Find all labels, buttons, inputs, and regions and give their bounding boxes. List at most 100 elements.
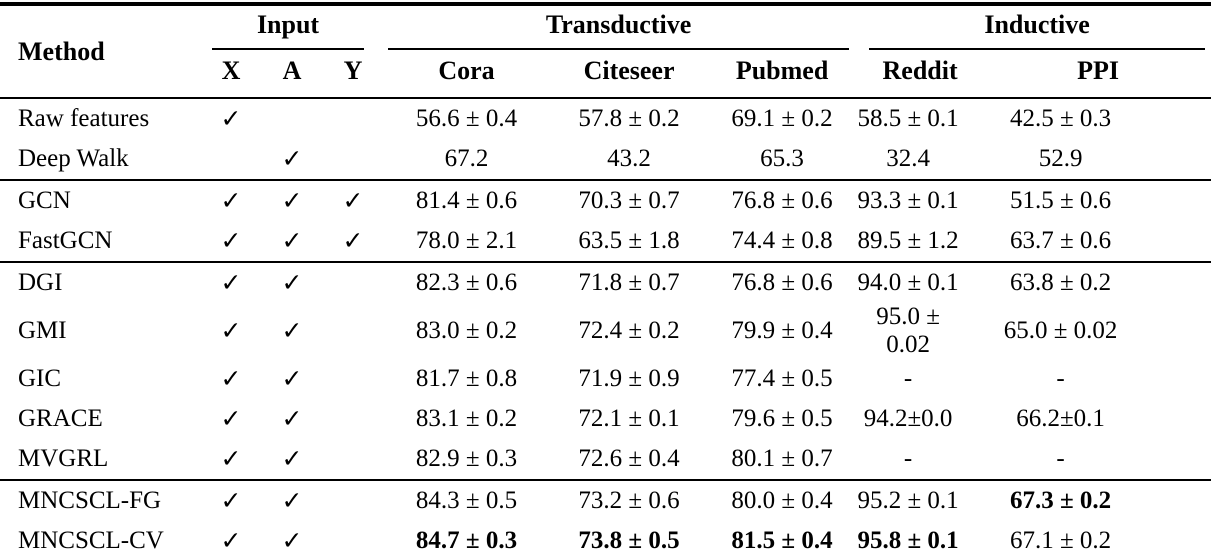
cell-reddit: 93.3 ± 0.1 <box>855 179 986 221</box>
col-header-citeseer: Citeseer <box>549 50 710 99</box>
cell-method: GIC <box>18 365 62 392</box>
table-row-dgi: DGI ✓ ✓ 82.3 ± 0.6 71.8 ± 0.7 76.8 ± 0.6… <box>0 261 1211 303</box>
cell-method: GMI <box>18 317 67 344</box>
col-group-transductive: Transductive <box>384 4 855 50</box>
cell-ppi: 65.0 ± 0.02 <box>1003 317 1118 344</box>
cell-citeseer: 71.9 ± 0.9 <box>578 365 680 392</box>
col-group-inductive: Inductive <box>855 4 1211 50</box>
cell-ppi: 42.5 ± 0.3 <box>1009 105 1112 132</box>
cell-cora: 81.7 ± 0.8 <box>415 365 518 392</box>
table-row-grace: GRACE ✓ ✓ 83.1 ± 0.2 72.1 ± 0.1 79.6 ± 0… <box>0 399 1211 439</box>
cell-citeseer: 63.5 ± 1.8 <box>578 227 680 254</box>
cell-pubmed: 79.9 ± 0.4 <box>731 317 833 344</box>
checkmark-x: ✓ <box>200 479 262 521</box>
col-header-y: Y <box>322 50 385 99</box>
checkmark-y <box>322 98 384 139</box>
cell-cora: 82.3 ± 0.6 <box>384 261 550 303</box>
checkmark-y <box>322 399 384 439</box>
cell-cora: 56.6 ± 0.4 <box>415 105 518 132</box>
cell-ppi: 51.5 ± 0.6 <box>985 179 1211 221</box>
checkmark-x: ✓ <box>200 261 262 303</box>
cell-reddit: 32.4 <box>886 145 930 172</box>
header-group-row: Method Input Transductive Inductive <box>0 4 1211 99</box>
cell-pubmed: 80.1 ± 0.7 <box>731 445 833 472</box>
cell-cora: 67.2 <box>444 145 489 172</box>
cell-ppi: 66.2±0.1 <box>1016 405 1105 432</box>
checkmark-x: ✓ <box>220 318 242 345</box>
cell-method: Deep Walk <box>18 145 129 172</box>
cell-reddit: 95.2 ± 0.1 <box>855 479 986 521</box>
header-sub-row: X A Y Cora Citeseer Pubmed Reddit PPI <box>0 50 1211 99</box>
checkmark-y: ✓ <box>342 228 364 255</box>
cell-pubmed: 79.6 ± 0.5 <box>731 405 833 432</box>
col-header-cora: Cora <box>384 50 550 99</box>
checkmark-x: ✓ <box>220 406 242 433</box>
cell-reddit: 94.0 ± 0.1 <box>855 261 986 303</box>
cell-method: Raw features <box>18 105 150 132</box>
cell-pubmed: 69.1 ± 0.2 <box>731 105 833 132</box>
cell-cora: 83.1 ± 0.2 <box>415 405 518 432</box>
checkmark-x: ✓ <box>220 366 242 393</box>
cell-cora: 82.9 ± 0.3 <box>415 445 518 472</box>
cell-citeseer-best: 73.8 ± 0.5 <box>578 527 680 554</box>
cell-reddit: 89.5 ± 1.2 <box>857 227 959 254</box>
cell-cora: 78.0 ± 2.1 <box>415 227 518 254</box>
cell-method: GCN <box>0 179 200 221</box>
table-row-mncscl-fg: MNCSCL-FG ✓ ✓ 84.3 ± 0.5 73.2 ± 0.6 80.0… <box>0 479 1211 521</box>
col-header-x: X <box>200 50 262 99</box>
table-row-fastgcn: FastGCN ✓ ✓ ✓ 78.0 ± 2.1 63.5 ± 1.8 74.4… <box>0 221 1211 262</box>
cell-citeseer: 72.6 ± 0.4 <box>578 445 680 472</box>
cell-pubmed-best: 81.5 ± 0.4 <box>731 527 833 554</box>
cell-citeseer: 71.8 ± 0.7 <box>549 261 710 303</box>
cell-cora: 84.3 ± 0.5 <box>384 479 550 521</box>
cell-pubmed: 76.8 ± 0.6 <box>709 261 856 303</box>
cell-ppi: 52.9 <box>1038 145 1083 172</box>
cell-reddit: - <box>903 445 913 472</box>
checkmark-x: ✓ <box>220 106 242 133</box>
cell-ppi: 63.8 ± 0.2 <box>985 261 1211 303</box>
table-row-gmi: GMI ✓ ✓ 83.0 ± 0.2 72.4 ± 0.2 79.9 ± 0.4… <box>0 303 1211 359</box>
cell-method: MNCSCL-CV <box>18 527 164 554</box>
checkmark-a: ✓ <box>281 228 303 255</box>
checkmark-a: ✓ <box>262 179 322 221</box>
cell-citeseer: 72.1 ± 0.1 <box>578 405 680 432</box>
cell-reddit-best: 95.8 ± 0.1 <box>857 527 959 554</box>
checkmark-y: ✓ <box>322 179 385 221</box>
checkmark-x <box>200 139 262 180</box>
cell-pubmed: 77.4 ± 0.5 <box>731 365 833 392</box>
cell-method: FastGCN <box>18 227 113 254</box>
checkmark-a: ✓ <box>281 318 303 345</box>
cell-method: GRACE <box>18 405 103 432</box>
cell-cora-best: 84.7 ± 0.3 <box>415 527 518 554</box>
table-row-deep-walk: Deep Walk ✓ 67.2 43.2 65.3 32.4 52.9 <box>0 139 1211 180</box>
cell-cora: 81.4 ± 0.6 <box>384 179 550 221</box>
cell-citeseer: 72.4 ± 0.2 <box>578 317 680 344</box>
cell-reddit: 94.2±0.0 <box>863 405 953 432</box>
checkmark-y <box>322 261 385 303</box>
checkmark-x: ✓ <box>220 528 242 554</box>
table-header: Method Input Transductive Inductive X A … <box>0 4 1211 99</box>
checkmark-a: ✓ <box>281 406 303 433</box>
checkmark-a <box>262 98 322 139</box>
cell-cora: 83.0 ± 0.2 <box>415 317 518 344</box>
checkmark-y <box>322 479 385 521</box>
cell-ppi: - <box>1056 445 1065 472</box>
table-row-gic: GIC ✓ ✓ 81.7 ± 0.8 71.9 ± 0.9 77.4 ± 0.5… <box>0 359 1211 399</box>
cell-method: DGI <box>0 261 200 303</box>
col-group-inductive-label: Inductive <box>869 6 1206 50</box>
cell-pubmed: 65.3 <box>760 145 804 172</box>
cell-ppi: 63.7 ± 0.6 <box>1009 227 1112 254</box>
checkmark-x: ✓ <box>220 228 242 255</box>
cell-method: MVGRL <box>18 445 109 472</box>
table-row-mncscl-cv: MNCSCL-CV ✓ ✓ 84.7 ± 0.3 73.8 ± 0.5 81.5… <box>0 521 1211 554</box>
col-group-input: Input <box>200 4 384 50</box>
checkmark-a: ✓ <box>281 366 303 393</box>
checkmark-a: ✓ <box>281 146 303 173</box>
cell-pubmed: 80.0 ± 0.4 <box>709 479 856 521</box>
checkmark-a: ✓ <box>281 528 303 554</box>
checkmark-x: ✓ <box>200 179 262 221</box>
col-header-pubmed: Pubmed <box>709 50 856 99</box>
col-header-method: Method <box>0 4 200 99</box>
